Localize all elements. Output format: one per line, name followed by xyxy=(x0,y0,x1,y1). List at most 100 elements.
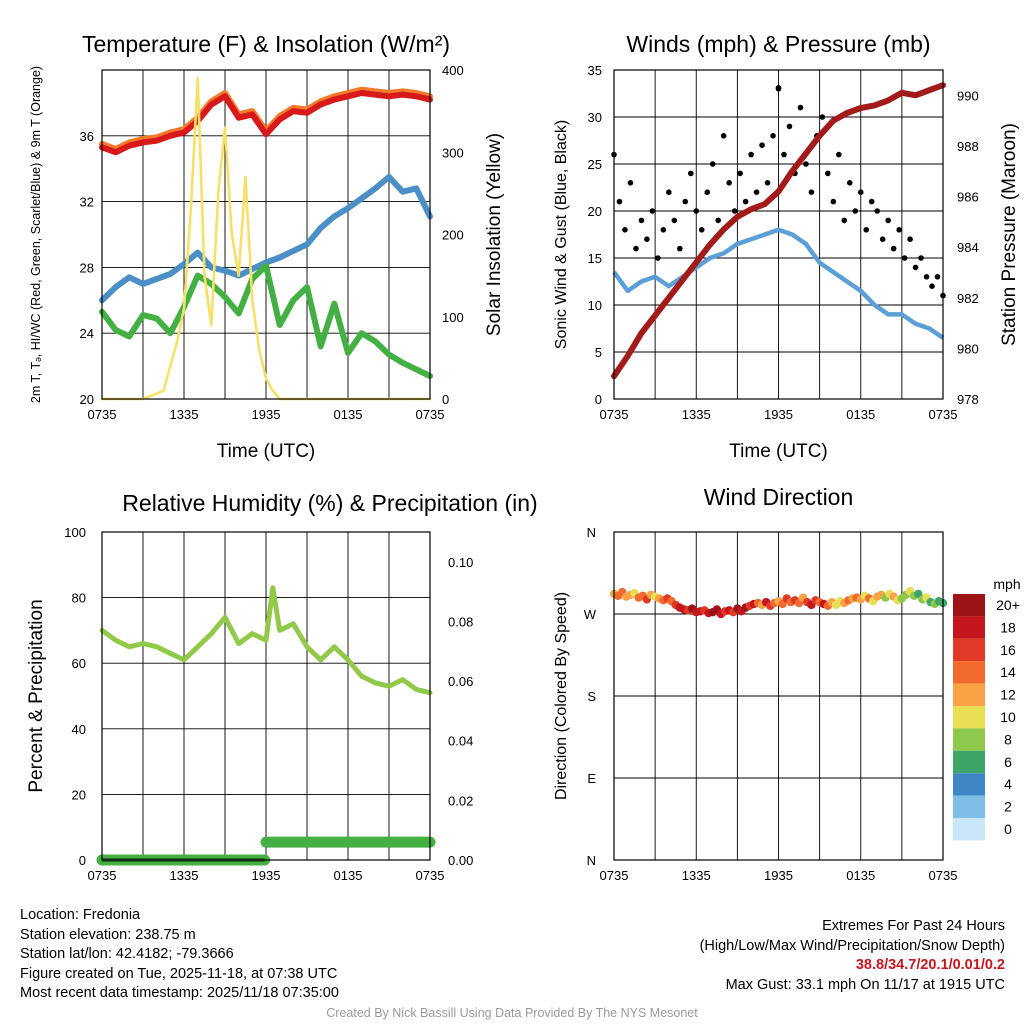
colorbar-label: 8 xyxy=(1004,731,1012,747)
colorbar-swatch xyxy=(953,616,985,639)
y2-tick-label: 978 xyxy=(957,392,979,407)
gust-point xyxy=(693,208,700,214)
y2-tick-label: 988 xyxy=(957,139,979,154)
y-axis-label: Sonic Wind & Gust (Blue, Black) xyxy=(553,120,570,349)
gust-point xyxy=(896,227,902,233)
colorbar-label: 14 xyxy=(1000,664,1016,680)
y-tick-label: 20 xyxy=(588,204,602,219)
gust-point xyxy=(742,198,749,205)
gust-point xyxy=(633,245,639,252)
x-tick-label: 1335 xyxy=(170,868,199,883)
colorbar-swatch xyxy=(953,661,985,684)
colorbar-label: 2 xyxy=(1004,799,1012,815)
colorbar-swatch xyxy=(953,750,985,774)
x-tick-label: 1335 xyxy=(682,407,711,422)
gust-point xyxy=(748,151,754,158)
wind-direction-chart: 0735 1335 1935 0135 0735 N W S E N Wind Direction D… xyxy=(553,484,957,883)
y-tick-label: 5 xyxy=(595,345,602,360)
y-tick-label: 20 xyxy=(72,787,86,802)
gust-point xyxy=(720,133,727,139)
y2-tick-label: 200 xyxy=(442,228,464,243)
series-line-wind xyxy=(612,227,945,340)
extremes-subtitle: (High/Low/Max Wind/Precipitation/Snow De… xyxy=(699,937,1005,954)
gust-point xyxy=(923,274,930,280)
y2-tick-label: 100 xyxy=(442,310,464,325)
gust-point xyxy=(687,170,694,177)
y-tick-label: S xyxy=(587,689,596,704)
colorbar-swatch xyxy=(953,638,985,662)
y2-tick-label: 986 xyxy=(957,190,979,205)
gust-point xyxy=(666,189,672,195)
plot-border xyxy=(613,69,944,400)
colorbar-swatch xyxy=(953,773,985,796)
created-text: Figure created on Tue, 2025-11-18, at 07… xyxy=(20,965,338,982)
y-tick-label: 36 xyxy=(80,129,94,144)
gust-point xyxy=(901,255,908,261)
colorbar-unit: mph xyxy=(993,576,1020,592)
x-tick-label: 0135 xyxy=(846,868,875,883)
x-tick-label: 0735 xyxy=(416,407,445,422)
gust-point xyxy=(638,217,645,224)
gust-point xyxy=(644,236,650,242)
y2-tick-label: 0.00 xyxy=(448,853,473,868)
x-tick-label: 1335 xyxy=(170,407,199,422)
x-tick-label: 0735 xyxy=(600,868,629,883)
y2-tick-label: 980 xyxy=(957,341,979,356)
colorbar-swatch xyxy=(953,683,985,706)
gust-point xyxy=(819,114,826,120)
gust-point xyxy=(830,198,837,205)
gust-point xyxy=(781,151,787,158)
colorbar-label: 10 xyxy=(1000,709,1016,725)
y-axis-label: 2m T, Tₔ, HI/WC (Red, Green, Scarlet/Blu… xyxy=(29,66,43,403)
series-line-humidity xyxy=(99,585,433,696)
x-tick-label: 1935 xyxy=(764,407,793,422)
y-tick-label: 32 xyxy=(80,195,94,210)
gust-point xyxy=(759,142,765,148)
y2-tick-label: 0.04 xyxy=(448,734,473,749)
colorbar-swatch xyxy=(953,594,985,617)
y2-tick-label: 990 xyxy=(957,88,979,103)
colorbar-label: 6 xyxy=(1004,754,1012,770)
y2-axis-label: Solar Insolation (Yellow) xyxy=(484,133,505,336)
gust-point xyxy=(836,151,842,158)
y-tick-label: 10 xyxy=(588,298,602,313)
y-tick-label: 15 xyxy=(588,251,602,266)
y2-tick-label: 0.08 xyxy=(448,614,473,629)
colorbar-label: 16 xyxy=(1000,642,1016,658)
location-text: Location: Fredonia xyxy=(20,907,141,923)
wind-speed-colorbar: mph 20+ 18 16 14 12 10 8 6 4 2 0 xyxy=(953,576,1021,841)
gust-point xyxy=(841,217,848,224)
gust-point xyxy=(764,180,771,186)
colorbar-label: 18 xyxy=(1000,619,1016,635)
gust-point xyxy=(709,161,716,167)
y-tick-label: N xyxy=(587,525,596,540)
x-tick-label: 0135 xyxy=(334,407,363,422)
gust-point xyxy=(627,180,634,186)
y-tick-label: 30 xyxy=(588,110,602,125)
colorbar-swatch xyxy=(953,706,985,729)
temperature-insolation-chart: 0735 1335 1935 0135 073520242832360100200300… xyxy=(29,31,505,462)
gust-point xyxy=(907,236,913,242)
y-tick-label: 25 xyxy=(588,157,602,172)
gust-point xyxy=(655,255,661,261)
extremes-values: 38.8/34.7/20.1/0.01/0.2 xyxy=(855,957,1005,973)
gust-point xyxy=(857,189,864,195)
y-tick-label: E xyxy=(587,771,596,786)
gust-point xyxy=(890,245,897,252)
y2-tick-label: 0 xyxy=(442,392,449,407)
extremes-summary: Extremes For Past 24 Hours (High/Low/Max… xyxy=(700,917,1005,995)
gust-point xyxy=(825,170,831,177)
gust-point xyxy=(677,245,683,252)
x-axis-label: Time (UTC) xyxy=(217,441,316,462)
gust-point xyxy=(934,274,941,280)
plot-border xyxy=(101,531,431,861)
gust-point xyxy=(912,264,919,271)
gust-point xyxy=(808,189,815,195)
plot-border xyxy=(101,69,431,400)
colorbar-swatch xyxy=(953,728,985,751)
series-line-temperature xyxy=(99,90,433,156)
x-tick-label: 0735 xyxy=(600,407,629,422)
chart-title: Wind Direction xyxy=(704,484,854,510)
gust-point xyxy=(682,198,689,205)
